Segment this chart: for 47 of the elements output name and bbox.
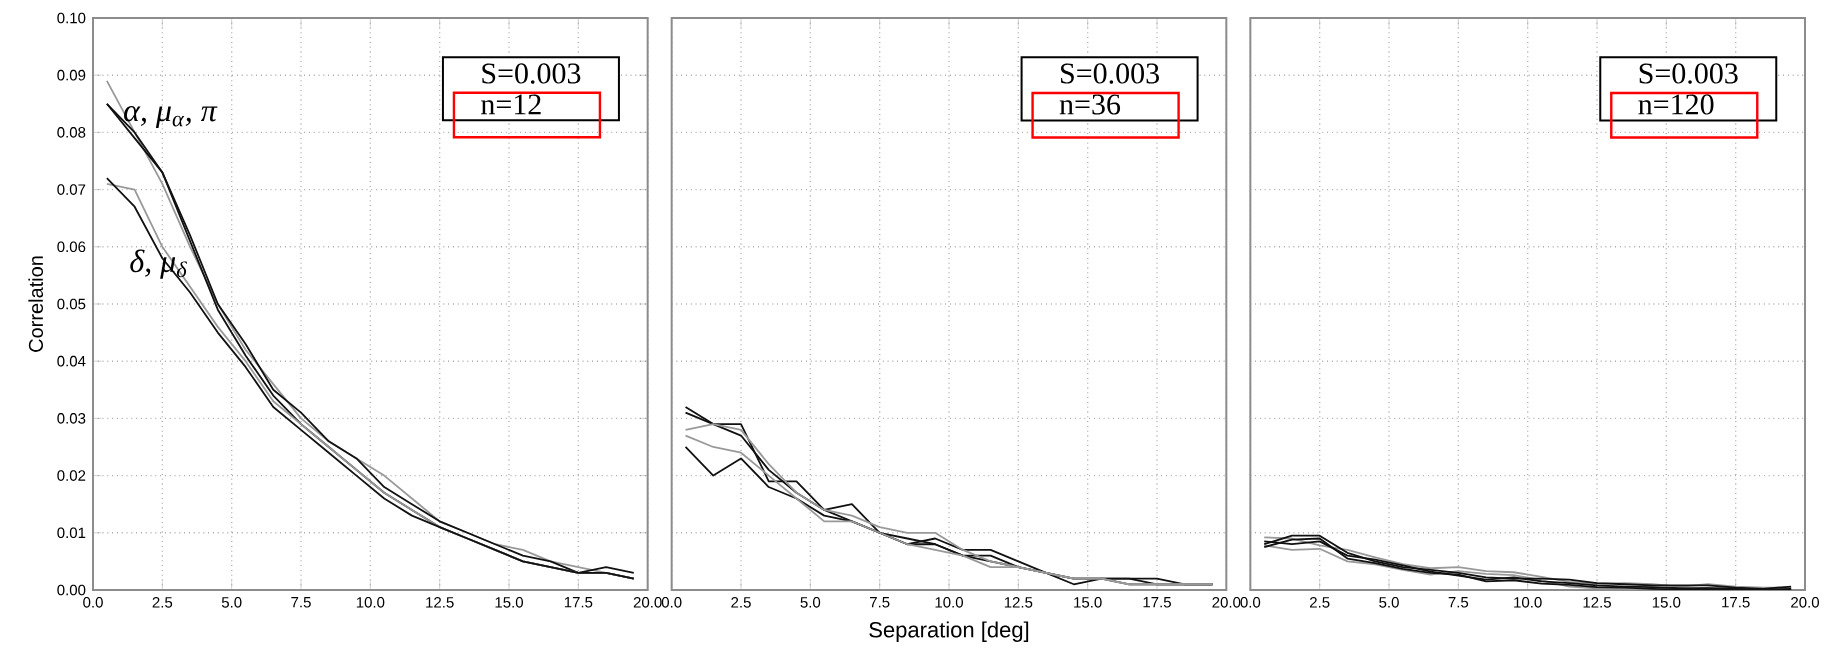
x-tick-label: 15.0 [1652, 597, 1681, 608]
y-tick-label: 0.05 [57, 298, 86, 310]
y-tick-label: 0.00 [57, 584, 86, 596]
x-tick-label: 2.5 [152, 597, 173, 608]
y-tick-label: 0.04 [57, 355, 86, 367]
x-tick-label: 10.0 [935, 597, 963, 608]
y-tick-label: 0.06 [57, 241, 86, 253]
annotation: n=36 [1059, 94, 1121, 115]
x-tick-label: 0.0 [1240, 597, 1261, 608]
x-tick-label: 5.0 [221, 597, 242, 608]
annotation: α, μ$_{α}$, π [124, 105, 218, 128]
x-tick-label: 5.0 [800, 597, 821, 608]
y-tick-label: 0.02 [57, 470, 86, 481]
x-tick-label: 2.5 [731, 597, 751, 608]
x-tick-label: 2.5 [1310, 597, 1330, 608]
x-tick-label: 17.5 [564, 597, 593, 608]
x-tick-label: 5.0 [1379, 597, 1399, 608]
y-tick-label: 0.08 [57, 127, 86, 138]
x-tick-label: 20.0 [1212, 597, 1241, 608]
x-tick-label: 0.0 [83, 597, 103, 608]
x-tick-label: 20.0 [633, 597, 662, 608]
annotation: S=0.003 [1061, 63, 1159, 84]
x-tick-label: 0.0 [661, 597, 682, 608]
y-axis-title: Correlation [28, 256, 44, 352]
x-tick-label: 10.0 [356, 597, 385, 608]
annotation: n=120 [1638, 94, 1714, 115]
x-tick-label: 15.0 [495, 597, 524, 608]
y-tick-label: 0.03 [57, 413, 86, 424]
annotation: n=12 [481, 94, 541, 115]
x-tick-label: 15.0 [1074, 597, 1102, 608]
x-tick-label: 7.5 [1448, 597, 1469, 608]
x-tick-label: 12.5 [1004, 597, 1033, 608]
x-tick-label: 12.5 [426, 597, 454, 608]
y-tick-label: 0.01 [57, 527, 86, 539]
annotation: S=0.003 [482, 63, 581, 84]
x-tick-label: 7.5 [870, 597, 890, 608]
x-axis-title: Separation [deg] [869, 621, 1029, 642]
y-tick-label: 0.09 [57, 69, 86, 81]
x-tick-label: 7.5 [291, 597, 311, 608]
x-tick-label: 10.0 [1514, 597, 1542, 608]
y-tick-label: 0.10 [57, 12, 86, 24]
x-tick-label: 20.0 [1791, 597, 1819, 608]
x-tick-label: 12.5 [1583, 597, 1611, 608]
x-tick-label: 17.5 [1722, 597, 1750, 608]
x-tick-label: 17.5 [1143, 597, 1171, 608]
y-tick-label: 0.07 [57, 184, 86, 195]
annotation: S=0.003 [1639, 63, 1738, 84]
